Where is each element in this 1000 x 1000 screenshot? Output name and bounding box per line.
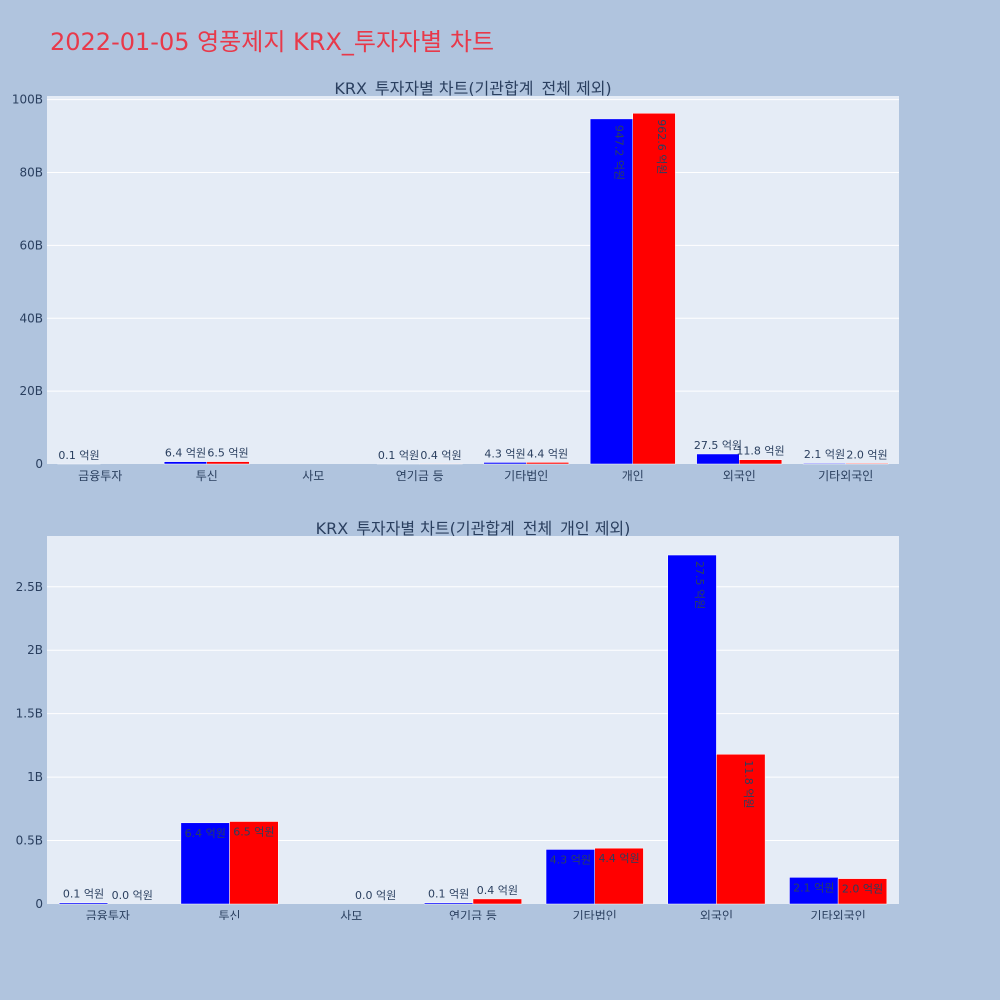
chart-title: KRX_투자자별 차트(기관합계_전체_개인 제외) (316, 519, 631, 539)
data-label: 0.0 억원 (355, 889, 396, 902)
x-tick-label: 투신 (219, 909, 241, 920)
y-tick-label: 1B (27, 770, 43, 784)
y-tick-label: 20B (19, 384, 43, 398)
bar (472, 898, 522, 905)
chart-title: KRX_투자자별 차트(기관합계_전체 제외) (334, 79, 611, 99)
data-label: 6.5 억원 (233, 826, 274, 839)
data-label: 6.4 억원 (185, 827, 226, 840)
y-tick-label: 40B (19, 311, 43, 325)
bar (594, 847, 644, 905)
data-label: 4.4 억원 (598, 852, 639, 865)
page-title: 2022-01-05 영풍제지 KRX_투자자별 차트 (50, 28, 495, 56)
bar (716, 754, 766, 905)
data-label: 2.1 억원 (804, 448, 845, 461)
data-label: 6.4 억원 (165, 447, 206, 460)
bar (483, 462, 527, 465)
data-label: 2.0 억원 (842, 883, 883, 896)
x-tick-label: 기타법인 (573, 909, 617, 920)
bar (802, 462, 847, 465)
data-label: 0.4 억원 (477, 884, 518, 897)
x-tick-label: 연기금 등 (449, 909, 497, 920)
plot-area (47, 96, 899, 464)
x-tick-label: 연기금 등 (396, 469, 444, 483)
data-label: 6.5 억원 (207, 447, 248, 460)
y-tick-label: 80B (19, 166, 43, 180)
x-tick-label: 금융투자 (78, 469, 122, 483)
y-tick-label: 2.5B (16, 580, 43, 594)
x-tick-label: 사모 (302, 469, 324, 483)
data-label: 2.1 억원 (793, 881, 834, 894)
bar (632, 113, 676, 465)
x-tick-label: 기타법인 (504, 469, 548, 483)
data-label: 0.1 억원 (428, 888, 469, 901)
data-label: 962.6 억원 (655, 119, 668, 174)
y-tick-label: 0 (35, 457, 43, 471)
x-tick-label: 금융투자 (86, 909, 130, 920)
bar (424, 902, 474, 905)
x-tick-label: 외국인 (723, 469, 756, 483)
data-label: 4.3 억원 (550, 853, 591, 866)
data-label: 4.3 억원 (484, 447, 525, 460)
investor-chart-excl-individual: KRX_투자자별 차트(기관합계_전체_개인 제외) 0 0.5B 1B 1.5B 2B 2… (16, 519, 899, 920)
bar (789, 877, 839, 905)
data-label: 947.2 억원 (612, 125, 625, 180)
bar (163, 461, 207, 465)
data-label: 0.4 억원 (420, 449, 461, 462)
bar (58, 902, 109, 905)
bar (845, 463, 889, 465)
data-label: 0.1 억원 (378, 449, 419, 462)
data-label: 2.0 억원 (846, 448, 887, 461)
data-label: 0.1 억원 (58, 449, 99, 462)
data-label: 27.5 억원 (693, 561, 706, 609)
x-tick-label: 투신 (196, 469, 218, 483)
bar (545, 849, 595, 905)
data-label: 4.4 억원 (527, 447, 568, 460)
bar (837, 878, 888, 905)
bar (229, 821, 279, 905)
data-label: 11.8 억원 (736, 445, 784, 458)
bar (667, 554, 717, 905)
y-tick-label: 0 (35, 897, 43, 911)
data-label: 0.1 억원 (63, 888, 104, 901)
x-tick-label: 기타외국인 (818, 469, 873, 483)
y-tick-label: 0.5B (16, 834, 43, 848)
x-tick-label: 기타외국인 (811, 909, 866, 920)
data-label: 0.0 억원 (112, 889, 153, 902)
y-tick-label: 60B (19, 238, 43, 252)
data-label: 27.5 억원 (694, 439, 742, 452)
plot-area (47, 536, 899, 904)
x-tick-label: 개인 (622, 469, 644, 483)
bar (696, 453, 740, 465)
y-tick-label: 1.5B (16, 707, 43, 721)
x-tick-label: 사모 (340, 909, 362, 920)
data-label: 11.8 억원 (742, 760, 755, 808)
x-tick-label: 외국인 (700, 909, 733, 920)
bar (206, 461, 250, 465)
y-tick-label: 100B (12, 93, 43, 107)
bar (739, 459, 783, 465)
investor-chart-all: KRX_투자자별 차트(기관합계_전체 제외) 0 20B 40B 60B 80B 100B… (12, 79, 899, 483)
bar (180, 822, 230, 905)
y-tick-label: 2B (27, 643, 43, 657)
bar (526, 462, 570, 465)
